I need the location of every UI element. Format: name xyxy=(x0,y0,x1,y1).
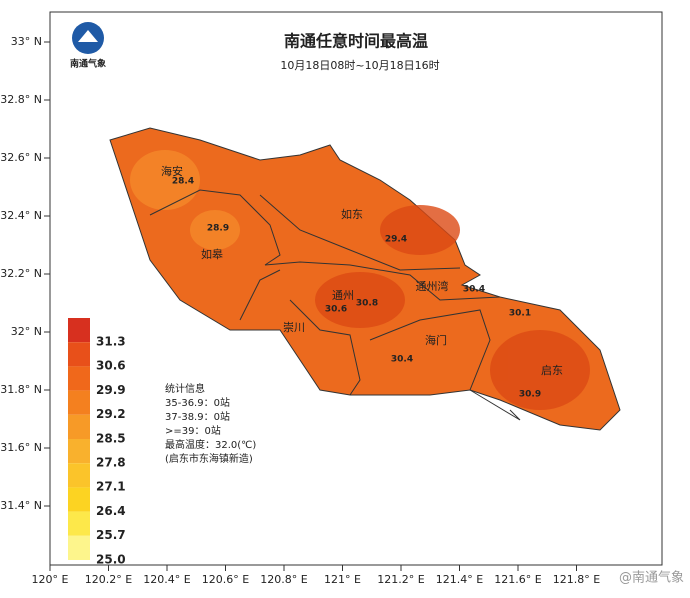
logo xyxy=(72,22,104,54)
station-value: 30.8 xyxy=(356,299,378,309)
lat-label: 31.4° N xyxy=(0,499,42,512)
legend-swatch xyxy=(68,463,90,488)
legend-label: 25.0 xyxy=(96,552,126,566)
stats-line: 37-38.9：0站 xyxy=(165,410,230,423)
lat-label: 31.8° N xyxy=(0,383,42,396)
legend-swatch xyxy=(68,511,90,536)
lon-label: 120.8° E xyxy=(260,573,307,586)
lat-label: 32° N xyxy=(11,325,42,338)
lon-label: 121.6° E xyxy=(494,573,541,586)
station-value: 29.4 xyxy=(385,235,407,245)
lon-label: 121.2° E xyxy=(377,573,424,586)
station-value: 28.9 xyxy=(207,224,229,234)
station-value: 30.1 xyxy=(509,309,531,319)
stats-line: 35-36.9：0站 xyxy=(165,396,230,409)
cool-areas xyxy=(130,150,240,250)
subtitle: 10月18日08时~10月18日16时 xyxy=(280,59,439,72)
watermark: @南通气象 xyxy=(619,570,684,586)
legend-swatch xyxy=(68,439,90,464)
legend-swatch xyxy=(68,366,90,391)
legend-swatch xyxy=(68,342,90,367)
station-value: 28.4 xyxy=(172,177,194,187)
legend-swatch xyxy=(68,414,90,439)
lon-label: 121.4° E xyxy=(436,573,483,586)
stats-line: 最高温度：32.0(℃) xyxy=(165,438,256,451)
legend-label: 26.4 xyxy=(96,504,126,518)
lon-label: 121.8° E xyxy=(553,573,600,586)
place-name: 如皋 xyxy=(201,247,223,261)
station-value: 30.4 xyxy=(391,355,413,365)
lon-label: 120.4° E xyxy=(143,573,190,586)
legend-label: 27.1 xyxy=(96,480,126,494)
legend-label: 28.5 xyxy=(96,431,126,445)
stats-line: (启东市东海镇新造) xyxy=(165,452,253,465)
legend-swatch xyxy=(68,535,90,560)
legend-label: 31.3 xyxy=(96,335,126,349)
place-name: 崇川 xyxy=(283,321,305,334)
lat-label: 32.2° N xyxy=(0,267,42,280)
lon-label: 120.6° E xyxy=(202,573,249,586)
stats-line: 统计信息 xyxy=(165,382,205,395)
legend-label: 29.2 xyxy=(96,407,126,421)
lat-label: 32.4° N xyxy=(0,209,42,222)
lat-label: 32.8° N xyxy=(0,93,42,106)
legend-label: 25.7 xyxy=(96,528,126,542)
place-name: 启东 xyxy=(541,364,563,377)
place-name: 通州湾 xyxy=(416,279,449,293)
place-name: 如东 xyxy=(341,207,363,221)
legend-swatch xyxy=(68,318,90,343)
hot-areas xyxy=(315,205,590,410)
stats-line: >=39：0站 xyxy=(165,424,221,437)
legend-label: 30.6 xyxy=(96,359,126,373)
place-name: 通州 xyxy=(332,289,354,302)
place-name: 海安 xyxy=(161,164,183,178)
place-name: 海门 xyxy=(425,333,447,347)
lon-label: 121° E xyxy=(324,573,361,586)
logo-text: 南通气象 xyxy=(70,58,106,70)
station-value: 30.4 xyxy=(463,285,485,295)
lat-label: 32.6° N xyxy=(0,151,42,164)
lon-label: 120.2° E xyxy=(85,573,132,586)
title: 南通任意时间最高温 xyxy=(284,32,428,51)
legend-label: 29.9 xyxy=(96,383,126,397)
legend-label: 27.8 xyxy=(96,456,126,470)
station-value: 30.9 xyxy=(519,390,541,400)
lon-label: 120° E xyxy=(32,573,69,586)
lat-label: 33° N xyxy=(11,35,42,48)
boundaries xyxy=(149,189,521,421)
lat-label: 31.6° N xyxy=(0,441,42,454)
legend-swatch xyxy=(68,390,90,415)
station-value: 30.6 xyxy=(325,305,347,315)
legend-swatch xyxy=(68,487,90,512)
